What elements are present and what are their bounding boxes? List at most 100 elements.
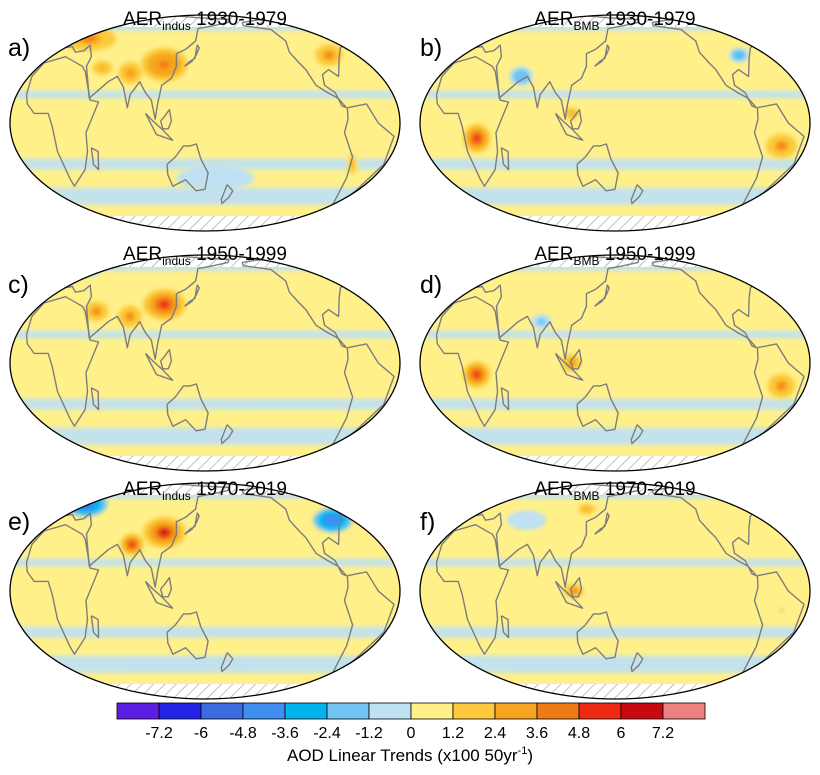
trend-band: [10, 558, 400, 567]
panel-title-period: 1950-1999: [599, 244, 695, 265]
colorbar-swatch: [284, 702, 328, 720]
trend-band: [420, 655, 810, 673]
panel-title: AERBMB 1970-2019: [534, 479, 695, 503]
colorbar-tick-label: 2.4: [484, 725, 506, 742]
colorbar-swatch: [200, 702, 244, 720]
coastline-new-zealand: [630, 652, 644, 673]
coastline-indonesia: [554, 112, 584, 141]
hatched-antarctic: [10, 456, 400, 471]
coastline-uk: [60, 28, 71, 40]
panel-title-sub: indus: [162, 19, 191, 33]
colorbar-swatch: [662, 702, 706, 720]
colorbar-tick-label: 0: [407, 725, 416, 742]
colorbar-tick-label: -2.4: [313, 725, 341, 742]
map-panel-5: AERindus 1970-2019 e): [8, 479, 401, 700]
panel-title-base: AER: [534, 244, 573, 265]
trend-band: [420, 427, 810, 445]
panel-label: a): [8, 34, 30, 62]
hatched-antarctic: [10, 216, 400, 231]
positive-trend-region: [473, 135, 480, 142]
colorbar-swatch: [368, 702, 412, 720]
hatched-antarctic: [420, 216, 810, 231]
coastline-indonesia: [144, 112, 174, 141]
colorbar: -7.2 -6 -4.8 -3.6 -2.4 -1.2 0 1.2 2.4 3.6 4.8 6 7.2: [116, 702, 706, 742]
hatched-antarctic: [10, 684, 400, 699]
trend-band: [420, 558, 810, 567]
coastline-australia: [166, 143, 209, 192]
panel-title-sub: indus: [162, 254, 191, 268]
coastline-borneo: [569, 348, 583, 370]
coastline-new-zealand: [630, 184, 644, 205]
positive-trend-region: [159, 529, 170, 537]
panel-label: f): [420, 508, 435, 536]
negative-trend-region: [328, 517, 337, 523]
coastline-madagascar: [500, 615, 510, 639]
coastline-australia: [576, 611, 619, 660]
coastline-africa: [25, 524, 100, 655]
coastline-australia: [166, 383, 209, 432]
colorbar-title-end: ): [527, 746, 533, 765]
colorbar-tick-label: -3.6: [271, 725, 299, 742]
hatched-antarctic: [420, 456, 810, 471]
panel-title-base: AER: [534, 9, 573, 30]
coastline-africa: [25, 296, 100, 427]
panel-title-sub: BMB: [573, 19, 599, 33]
trend-band: [10, 187, 400, 205]
positive-trend-region: [127, 70, 133, 76]
colorbar-tick-label: -7.2: [145, 725, 173, 742]
coastline-africa: [25, 56, 100, 187]
positive-trend-region: [129, 542, 135, 547]
coastline-new-zealand: [220, 652, 234, 673]
positive-trend-region: [584, 507, 590, 511]
coastline-madagascar: [90, 147, 100, 171]
panel-title-period: 1950-1999: [191, 244, 287, 265]
colorbar-swatch: [410, 702, 454, 720]
map-border: [419, 254, 811, 472]
colorbar-swatch: [158, 702, 202, 720]
trend-band: [10, 158, 400, 170]
coastline-uk: [60, 268, 71, 280]
positive-trend-region: [351, 161, 354, 168]
coastline-borneo: [569, 108, 583, 130]
negative-trend-region: [736, 53, 742, 57]
panel-title-base: AER: [534, 479, 573, 500]
panel-title-sub: BMB: [573, 489, 599, 503]
colorbar-swatch: [620, 702, 664, 720]
map-panel-2: AERBMB 1930-1979 b): [419, 9, 811, 232]
coastline-australia: [576, 143, 619, 192]
negative-trend-region: [86, 266, 96, 273]
map-panel-1: AERindus 1930-1979 a): [8, 9, 401, 232]
trend-band: [420, 330, 810, 339]
colorbar-swatch: [242, 702, 286, 720]
coastline-new-zealand: [220, 184, 234, 205]
colorbar-swatch: [452, 702, 496, 720]
coastline-japan: [594, 512, 610, 535]
panel-title-period: 1930-1979: [191, 9, 287, 30]
colorbar-title: AOD Linear Trends (x100 50yr-1): [287, 745, 533, 765]
coastline-indonesia: [554, 580, 584, 609]
colorbar-title-main: AOD Linear Trends (x100 50yr: [287, 746, 518, 765]
coastline-uk: [470, 496, 481, 508]
coastline-borneo: [159, 348, 173, 370]
map-panel-6: AERBMB 1970-2019 f): [419, 479, 811, 700]
panel-title-period: 1970-2019: [599, 479, 695, 500]
positive-trend-region: [159, 301, 170, 309]
positive-trend-region: [473, 371, 480, 378]
panel-title: AERindus 1970-2019: [123, 479, 287, 503]
coastline-africa: [435, 56, 510, 187]
positive-trend-region: [571, 589, 576, 593]
coastline-madagascar: [90, 387, 100, 411]
colorbar-tick-label: 3.6: [526, 725, 548, 742]
map-border: [9, 254, 401, 472]
coastline-borneo: [569, 576, 583, 598]
trend-band: [420, 187, 810, 205]
positive-trend-region: [159, 60, 170, 69]
colorbar-swatch: [116, 702, 160, 720]
panel-title: AERindus 1950-1999: [123, 244, 287, 268]
trend-band: [10, 427, 400, 445]
positive-trend-region: [99, 65, 106, 71]
negative-trend-region: [88, 267, 93, 272]
negative-trend-region: [518, 74, 524, 79]
negative-trend-region: [80, 262, 101, 277]
